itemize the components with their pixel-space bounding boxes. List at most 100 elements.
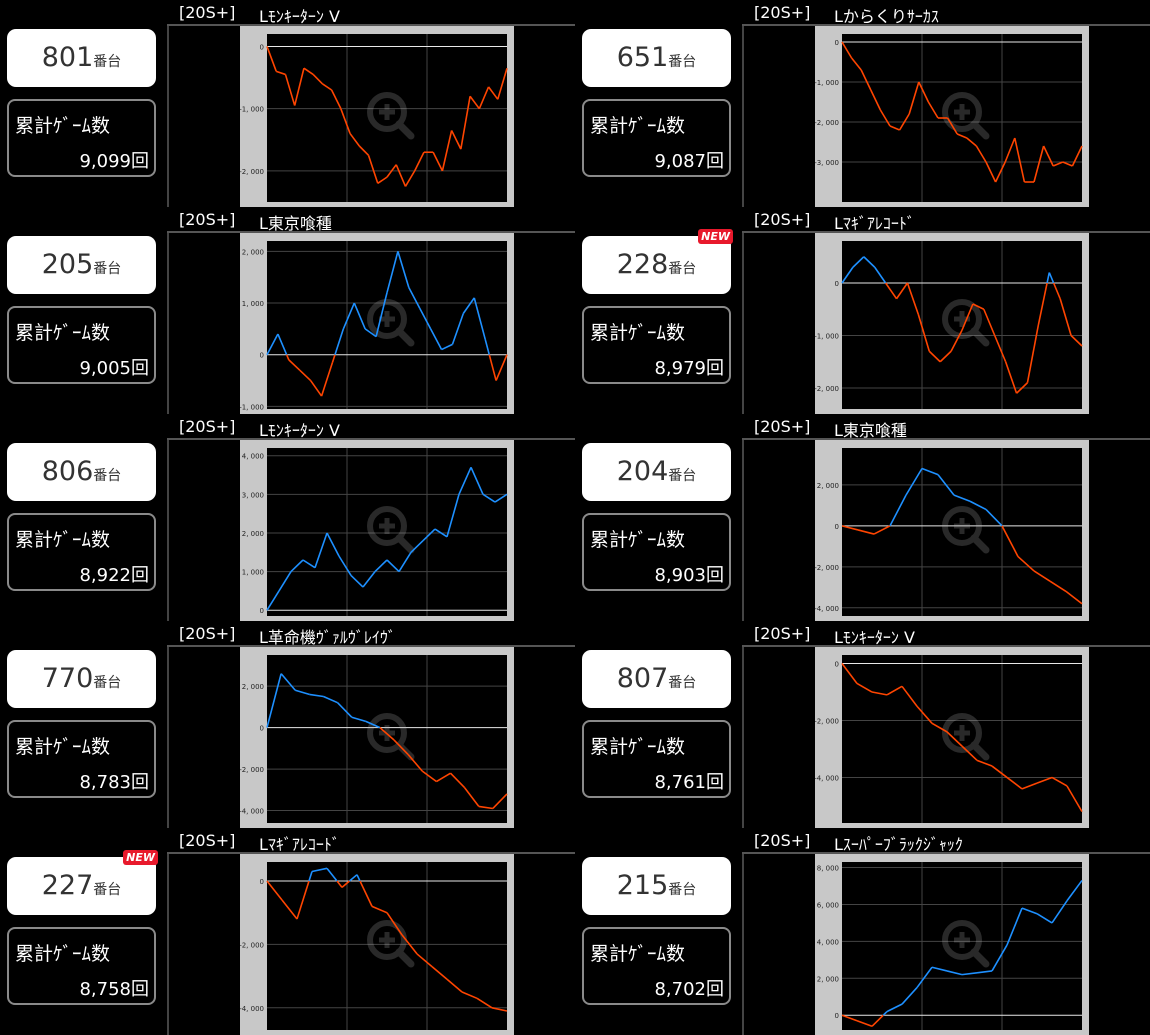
slump-chart[interactable]: 2, 000 0 -2, 000 -4, 000 bbox=[240, 647, 514, 828]
slump-graph[interactable]: 2, 000 0 -2, 000 -4, 000 bbox=[742, 440, 1150, 621]
zoom-icon bbox=[942, 92, 990, 140]
machine-unit[interactable]: [20S+] L革命機ｳﾞｧﾙｳﾞﾚｲｳﾞ 770番台 累計ｹﾞｰﾑ数 8,783回 2,… bbox=[0, 621, 575, 828]
series-segment bbox=[905, 468, 923, 496]
slump-graph[interactable]: 4, 000 3, 000 2, 000 1, 000 0 bbox=[167, 440, 575, 621]
machine-name[interactable]: Lﾓﾝｷｰﾀｰﾝ V bbox=[834, 628, 915, 647]
slump-graph[interactable]: 0 -1, 000 -2, 000 -3, 000 bbox=[742, 26, 1150, 207]
series-segment bbox=[462, 297, 475, 314]
series-segment bbox=[303, 67, 314, 76]
machine-unit[interactable]: [20S+] Lﾓﾝｷｰﾀｰﾝ V 807番台 累計ｹﾞｰﾑ数 8,761回 0 -2, 0… bbox=[575, 621, 1150, 828]
machine-unit[interactable]: [20S+] L東京喰種 205番台 累計ｹﾞｰﾑ数 9,005回 2, 000 1, 00… bbox=[0, 207, 575, 414]
machine-unit[interactable]: [20S+] Lからくりｻｰｶｽ 651番台累計ｹﾞｰﾑ数 9,087回 0 -1, 00… bbox=[575, 0, 1150, 207]
machine-name[interactable]: Lﾏｷﾞｱﾚｺｰﾄﾞ bbox=[259, 835, 340, 854]
total-games-box: 累計ｹﾞｰﾑ数 9,005回 bbox=[7, 306, 156, 384]
machine-number-button[interactable]: 651番台 bbox=[582, 29, 731, 87]
machine-number: 651 bbox=[616, 42, 669, 73]
machine-unit[interactable]: [20S+] Lﾏｷﾞｱﾚｺｰﾄﾞ 228番台 NEW 累計ｹﾞｰﾑ数 8,979回 0 -1… bbox=[575, 207, 1150, 414]
machine-title-row: [20S+] Lからくりｻｰｶｽ bbox=[742, 0, 1150, 26]
machine-number-button[interactable]: 205番台 bbox=[7, 236, 156, 294]
series-segment bbox=[293, 68, 305, 106]
series-segment bbox=[470, 466, 484, 495]
zoom-icon bbox=[942, 299, 990, 347]
machine-name[interactable]: L東京喰種 bbox=[834, 421, 907, 440]
machine-number-button[interactable]: 770番台 bbox=[7, 650, 156, 708]
slump-chart[interactable]: 8, 000 6, 000 4, 000 2, 000 0 bbox=[815, 854, 1089, 1035]
series-segment bbox=[419, 307, 432, 330]
zoom-icon bbox=[367, 92, 415, 140]
machine-number-button[interactable]: 204番台 bbox=[582, 443, 731, 501]
machine-unit[interactable]: [20S+] Lﾓﾝｷｰﾀｰﾝ V 801番台 累計ｹﾞｰﾑ数 9,099回 0 -1, 0… bbox=[0, 0, 575, 207]
machine-number: 807 bbox=[616, 663, 669, 694]
tick-label: 0 bbox=[835, 280, 839, 288]
machine-name[interactable]: Lｽｰﾊﾟｰﾌﾞﾗｯｸｼﾞｬｯｸ bbox=[834, 835, 963, 854]
machine-name[interactable]: L革命機ｳﾞｧﾙｳﾞﾚｲｳﾞ bbox=[259, 628, 396, 647]
machine-number-button[interactable]: 227番台 NEW bbox=[7, 850, 158, 915]
machine-suffix: 番台 bbox=[668, 468, 697, 484]
tick-label: 1, 000 bbox=[242, 569, 264, 577]
series-segment bbox=[863, 256, 876, 268]
series-segment bbox=[464, 787, 480, 807]
machine-title-row: [20S+] Lﾓﾝｷｰﾀｰﾝ V bbox=[167, 414, 575, 440]
machine-name[interactable]: Lﾓﾝｷｰﾀｰﾝ V bbox=[259, 421, 340, 440]
series-segment bbox=[487, 86, 499, 100]
slump-graph[interactable]: 2, 000 1, 000 0 -1, 000 bbox=[167, 233, 575, 414]
series-segment bbox=[1006, 907, 1023, 946]
machine-name[interactable]: Lからくりｻｰｶｽ bbox=[834, 7, 939, 26]
slump-graph[interactable]: 0 -1, 000 -2, 000 bbox=[167, 26, 575, 207]
series-segment bbox=[401, 934, 418, 955]
machine-unit[interactable]: [20S+] Lｽｰﾊﾟｰﾌﾞﾗｯｸｼﾞｬｯｸ 215番台 累計ｹﾞｰﾑ数 8,702回… bbox=[575, 828, 1150, 1035]
plot-area bbox=[842, 655, 1082, 823]
series-segment bbox=[478, 805, 493, 810]
slump-chart[interactable]: 0 -1, 000 -2, 000 -3, 000 bbox=[815, 26, 1089, 207]
slump-chart[interactable]: 0 -2, 000 -4, 000 bbox=[815, 647, 1089, 828]
series-segment bbox=[449, 772, 466, 789]
slump-graph[interactable]: 2, 000 0 -2, 000 -4, 000 bbox=[167, 647, 575, 828]
series-segment bbox=[309, 380, 323, 397]
series-segment bbox=[916, 705, 933, 724]
total-games-label: 累計ｹﾞｰﾑ数 bbox=[15, 943, 111, 965]
series-segment bbox=[450, 130, 462, 150]
machine-number-button[interactable]: 806番台 bbox=[7, 443, 156, 501]
series-segment bbox=[841, 525, 859, 531]
slump-chart[interactable]: 0 -1, 000 -2, 000 bbox=[815, 233, 1089, 414]
machine-suffix: 番台 bbox=[93, 468, 122, 484]
series-segment bbox=[393, 739, 409, 756]
machine-unit[interactable]: [20S+] Lﾓﾝｷｰﾀｰﾝ V 806番台 累計ｹﾞｰﾑ数 8,922回 4, 000… bbox=[0, 414, 575, 621]
series-segment bbox=[334, 328, 345, 355]
series-segment bbox=[469, 95, 480, 110]
slump-chart[interactable]: 2, 000 0 -2, 000 -4, 000 bbox=[815, 440, 1089, 621]
slump-graph[interactable]: 8, 000 6, 000 4, 000 2, 000 0 bbox=[742, 854, 1150, 1035]
series-segment bbox=[976, 970, 993, 974]
slump-graph[interactable]: 0 -2, 000 -4, 000 bbox=[167, 854, 575, 1035]
series-segment bbox=[994, 161, 1006, 183]
series-segment bbox=[1051, 776, 1068, 787]
machine-number-button[interactable]: 228番台 NEW bbox=[582, 229, 733, 294]
total-games-box: 累計ｹﾞｰﾑ数 9,087回 bbox=[582, 99, 731, 177]
slump-chart[interactable]: 0 -1, 000 -2, 000 bbox=[240, 26, 514, 207]
series-segment bbox=[871, 691, 888, 696]
series-segment bbox=[931, 722, 948, 733]
series-segment bbox=[362, 571, 376, 588]
slump-chart[interactable]: 2, 000 1, 000 0 -1, 000 bbox=[240, 233, 514, 414]
machine-number-button[interactable]: 801番台 bbox=[7, 29, 156, 87]
slump-chart[interactable]: 4, 000 3, 000 2, 000 1, 000 0 bbox=[240, 440, 514, 621]
machine-unit[interactable]: [20S+] L東京喰種 204番台 累計ｹﾞｰﾑ数 8,903回 2, 000 0 -2, … bbox=[575, 414, 1150, 621]
series-segment bbox=[321, 83, 333, 91]
series-segment bbox=[404, 170, 416, 187]
machine-name[interactable]: Lﾏｷﾞｱﾚｺｰﾄﾞ bbox=[834, 214, 915, 233]
series-segment bbox=[898, 113, 910, 131]
slump-chart[interactable]: 0 -2, 000 -4, 000 bbox=[240, 854, 514, 1035]
series-segment bbox=[338, 555, 352, 576]
machine-name[interactable]: L東京喰種 bbox=[259, 214, 332, 233]
series-segment bbox=[961, 745, 978, 761]
machine-number-button[interactable]: 215番台 bbox=[582, 857, 731, 915]
machine-unit[interactable]: [20S+] Lﾏｷﾞｱﾚｺｰﾄﾞ 227番台 NEW 累計ｹﾞｰﾑ数 8,758回 0 -2… bbox=[0, 828, 575, 1035]
series-segment bbox=[918, 81, 930, 103]
machine-number-button[interactable]: 807番台 bbox=[582, 650, 731, 708]
slump-graph[interactable]: 0 -1, 000 -2, 000 bbox=[742, 233, 1150, 414]
slump-graph[interactable]: 0 -2, 000 -4, 000 bbox=[742, 647, 1150, 828]
machine-name[interactable]: Lﾓﾝｷｰﾀｰﾝ V bbox=[259, 7, 340, 26]
series-segment bbox=[284, 74, 296, 106]
series-segment bbox=[275, 70, 286, 76]
machine-number: 205 bbox=[41, 249, 94, 280]
